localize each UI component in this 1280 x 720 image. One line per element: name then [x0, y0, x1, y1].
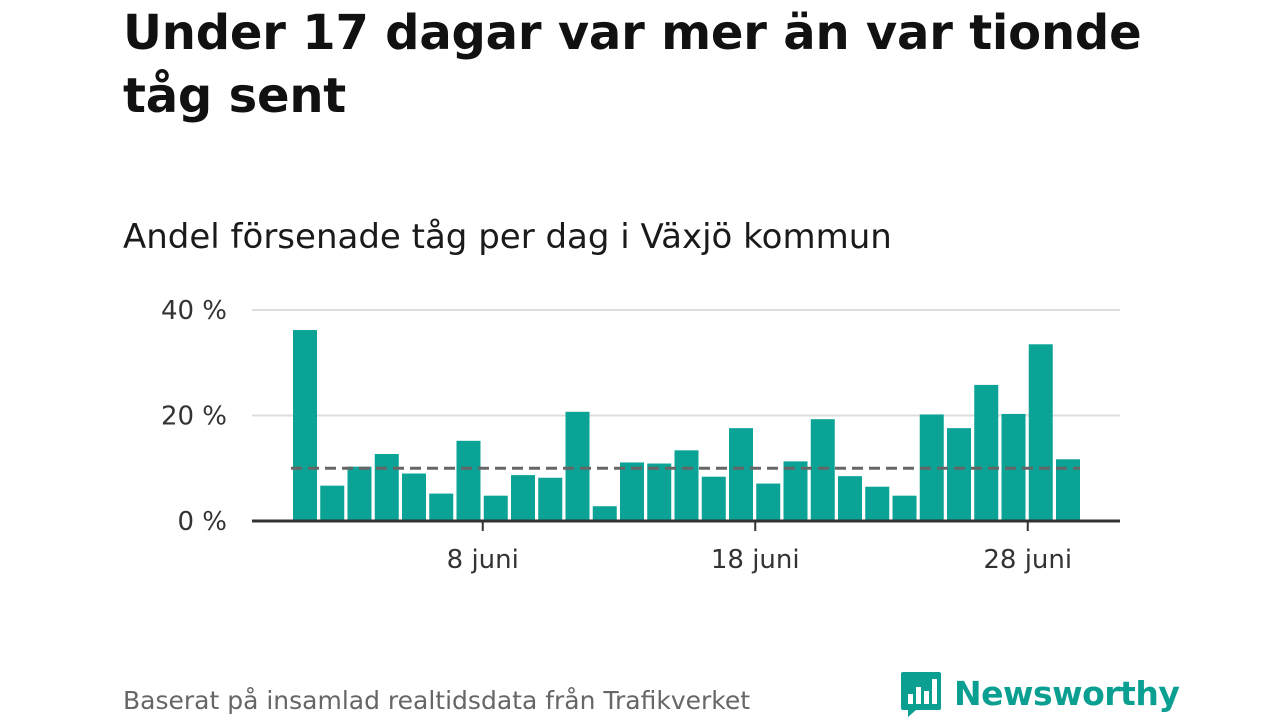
- bar: [320, 485, 345, 521]
- brand: Newsworthy: [900, 670, 1180, 718]
- source-note: Baserat på insamlad realtidsdata från Tr…: [123, 686, 751, 715]
- y-tick-label: 40 %: [161, 296, 227, 326]
- bar: [620, 462, 644, 521]
- bar: [402, 473, 426, 521]
- bar: [892, 495, 917, 521]
- bar: [456, 440, 481, 521]
- axes: [252, 519, 1120, 531]
- y-tick-label: 20 %: [161, 402, 227, 432]
- x-tick-label: 28 juni: [983, 545, 1072, 575]
- bar: [974, 384, 999, 521]
- x-tick-label: 8 juni: [447, 545, 519, 575]
- bar: [865, 486, 890, 521]
- bar: [483, 495, 508, 521]
- x-tick-label: 18 juni: [711, 545, 800, 575]
- bar: [701, 476, 726, 521]
- chart-subtitle: Andel försenade tåg per dag i Växjö komm…: [123, 217, 892, 257]
- bar: [511, 475, 535, 521]
- bar: [374, 454, 399, 521]
- bar: [293, 330, 317, 521]
- brand-name: Newsworthy: [954, 674, 1180, 713]
- bar: [592, 506, 617, 521]
- bar: [783, 461, 808, 521]
- y-tick-label: 0 %: [177, 507, 227, 537]
- bars: [293, 330, 1080, 521]
- headline: Under 17 dagar var mer än var tionde tåg…: [123, 5, 1142, 124]
- newsworthy-logo-icon: [901, 672, 941, 717]
- bar: [347, 466, 372, 521]
- bar: [1028, 344, 1053, 521]
- bar: [674, 450, 699, 521]
- bar: [756, 483, 781, 521]
- bar: [647, 463, 672, 521]
- bar: [838, 476, 862, 521]
- tick-labels: 0 % 20 % 40 % 8 juni 18 juni 28 juni: [161, 296, 1072, 575]
- bar: [810, 419, 835, 521]
- bar: [729, 428, 753, 521]
- bar: [429, 493, 454, 521]
- bar: [565, 411, 590, 521]
- bar: [947, 428, 971, 521]
- bar: [538, 477, 563, 521]
